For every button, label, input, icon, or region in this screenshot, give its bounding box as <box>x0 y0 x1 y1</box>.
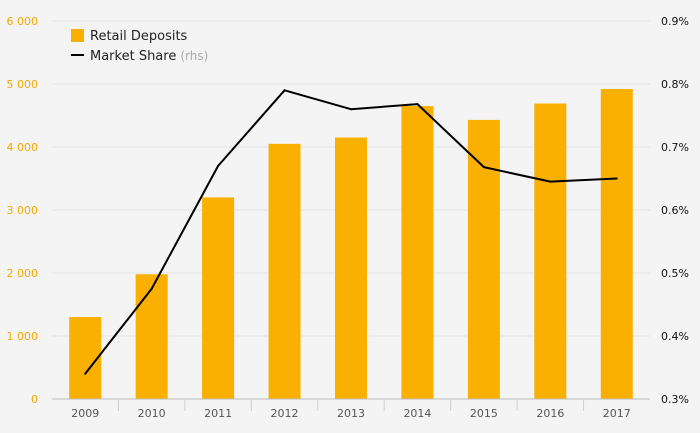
x-tick-label: 2016 <box>536 407 564 420</box>
y-right-tick-label: 0.3% <box>661 393 689 406</box>
y-left-tick-label: 6 000 <box>7 15 39 28</box>
line-layer <box>84 89 618 375</box>
bar-2011 <box>202 197 235 399</box>
y-left-tick-label: 5 000 <box>7 78 39 91</box>
y-right-tick-label: 0.7% <box>661 141 689 154</box>
x-tick-label: 2012 <box>271 407 299 420</box>
line-point-2012 <box>283 89 286 92</box>
y-right-tick-label: 0.9% <box>661 15 689 28</box>
x-tick-label: 2014 <box>403 407 431 420</box>
legend-bar-swatch <box>71 29 84 42</box>
line-point-2015 <box>482 166 485 169</box>
line-point-2011 <box>217 164 220 167</box>
x-tick-label: 2011 <box>204 407 232 420</box>
y-left-tick-label: 3 000 <box>7 204 39 217</box>
y-right-tick-label: 0.5% <box>661 267 689 280</box>
legend-line-label: Market Share (rhs) <box>90 49 208 64</box>
x-tick-label: 2013 <box>337 407 365 420</box>
line-point-2016 <box>549 180 552 183</box>
y-left-tick-label: 0 <box>31 393 38 406</box>
bars <box>69 89 633 400</box>
bar-2013 <box>335 137 367 400</box>
line-point-2014 <box>416 103 419 106</box>
line-point-2013 <box>350 108 352 111</box>
x-tick-label: 2009 <box>71 407 99 420</box>
legend-line-suffix: (rhs) <box>180 49 208 63</box>
x-tick-label: 2010 <box>138 407 166 420</box>
line-point-2009 <box>84 372 87 375</box>
bar-2014 <box>401 106 434 400</box>
legend-bar-label: Retail Deposits <box>90 29 188 44</box>
bar-2016 <box>534 103 567 399</box>
y-right-tick-label: 0.6% <box>661 204 689 217</box>
y-right-tick-label: 0.4% <box>661 330 689 343</box>
legend: Retail Deposits Market Share (rhs) <box>71 29 208 64</box>
line-point-2010 <box>150 287 153 290</box>
y-right-tick-label: 0.8% <box>661 78 689 91</box>
legend-line-name: Market Share <box>90 49 176 64</box>
x-tick-label: 2015 <box>470 407 498 420</box>
line-point-2017 <box>615 177 618 180</box>
bar-2012 <box>268 143 301 399</box>
y-left-tick-label: 2 000 <box>7 267 39 280</box>
axes: 0 1 000 2 000 3 000 4 000 5 000 6 000 0.3% 0.4% 0… <box>7 15 690 420</box>
y-left-tick-label: 4 000 <box>7 141 39 154</box>
bar-2017 <box>600 89 633 399</box>
bar-2015 <box>467 119 500 399</box>
bar-2010 <box>135 274 168 399</box>
y-left-tick-label: 1 000 <box>7 330 39 343</box>
bar-2009 <box>69 317 102 399</box>
x-tick-label: 2017 <box>603 407 631 420</box>
